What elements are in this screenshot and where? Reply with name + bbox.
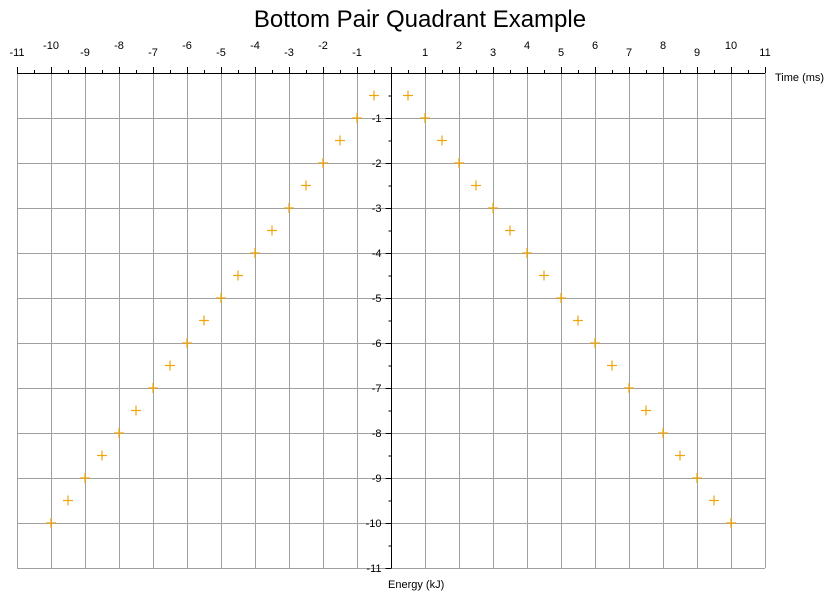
data-point (607, 360, 617, 371)
data-points (46, 90, 736, 528)
data-point (590, 338, 600, 348)
data-point (658, 428, 668, 438)
data-point (284, 203, 294, 213)
data-point (216, 293, 226, 303)
x-tick-label: -9 (80, 47, 90, 59)
y-tick-label: -3 (372, 203, 382, 215)
data-point (131, 405, 141, 416)
x-axis-label: Time (ms) (775, 72, 824, 84)
data-point (267, 225, 277, 236)
x-tick-label: -4 (250, 40, 260, 52)
data-point (63, 495, 73, 506)
data-point (352, 113, 362, 123)
y-tick-label: -5 (372, 293, 382, 305)
data-point (114, 428, 124, 438)
x-tick-label: -6 (182, 40, 192, 52)
x-tick-label: 7 (626, 47, 632, 59)
x-tick-label: -8 (114, 40, 124, 52)
x-tick-label: 11 (759, 47, 770, 59)
x-tick-label: -1 (352, 47, 362, 59)
data-point (675, 450, 685, 461)
data-point (437, 135, 447, 146)
data-point (624, 383, 634, 393)
y-tick-label: -9 (372, 473, 382, 485)
x-tick-label: 5 (558, 47, 564, 59)
data-point (97, 450, 107, 461)
data-point (46, 518, 56, 528)
x-tick-label: 2 (456, 40, 462, 52)
data-point (641, 405, 651, 416)
data-point (148, 383, 158, 393)
data-point (505, 225, 515, 236)
y-axis-label: Energy (kJ) (388, 579, 444, 591)
axes (17, 67, 766, 569)
data-point (692, 473, 702, 483)
x-tick-label: 6 (592, 40, 598, 52)
y-tick-label: -4 (372, 248, 382, 260)
x-tick-label: 3 (490, 47, 496, 59)
chart-title: Bottom Pair Quadrant Example (253, 6, 587, 33)
x-tick-label: 8 (660, 40, 666, 52)
x-tick-label: -10 (43, 40, 59, 52)
y-tick-label: -10 (366, 518, 382, 530)
x-tick-label: 1 (422, 47, 428, 59)
data-point (522, 248, 532, 258)
data-point (318, 158, 328, 168)
y-tick-label: -7 (372, 383, 382, 395)
data-point (369, 90, 379, 101)
data-point (709, 495, 719, 506)
x-tick-label: -3 (284, 47, 294, 59)
y-tick-label: -11 (366, 563, 381, 575)
y-tick-label: -8 (372, 428, 382, 440)
data-point (301, 180, 311, 191)
x-tick-label: -7 (148, 47, 158, 59)
tick-labels: -11-10-9-8-7-6-5-4-3-2-1 1234567891011-1-… (9, 40, 770, 575)
x-tick-label: -2 (318, 40, 328, 52)
y-tick-label: -2 (372, 158, 382, 170)
data-point (199, 315, 209, 326)
data-point (573, 315, 583, 326)
x-tick-label: 10 (725, 40, 737, 52)
data-point (539, 270, 549, 281)
data-point (726, 518, 736, 528)
y-tick-label: -6 (372, 338, 382, 350)
data-point (80, 473, 90, 483)
data-point (250, 248, 260, 258)
x-tick-label: 9 (694, 47, 700, 59)
y-tick-label: -1 (372, 113, 382, 125)
data-point (556, 293, 566, 303)
x-tick-label: -5 (216, 47, 226, 59)
data-point (335, 135, 345, 146)
data-point (165, 360, 175, 371)
data-point (471, 180, 481, 191)
data-point (420, 113, 430, 123)
data-point (403, 90, 413, 101)
data-point (233, 270, 243, 281)
data-point (488, 203, 498, 213)
x-tick-label: -11 (9, 47, 24, 59)
data-point (182, 338, 192, 348)
x-tick-label: 4 (524, 40, 530, 52)
data-point (454, 158, 464, 168)
